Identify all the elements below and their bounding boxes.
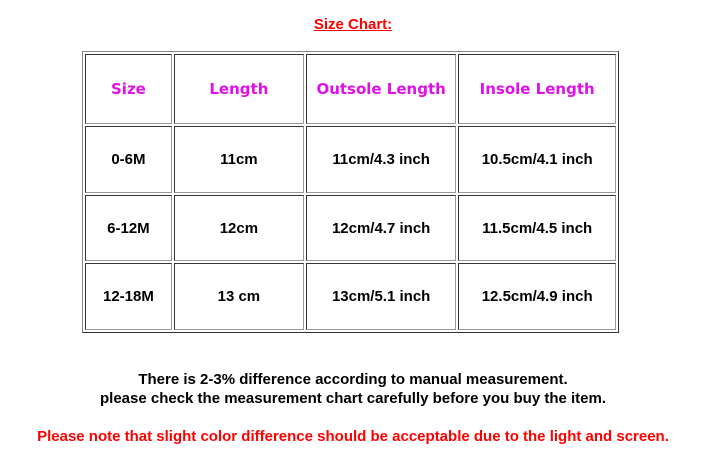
size-chart-table: Size Length Outsole Length Insole Length… [82, 51, 619, 333]
cell-outsole: 11cm/4.3 inch [305, 126, 457, 193]
header-size: Size [85, 54, 172, 125]
cell-outsole: 12cm/4.7 inch [305, 194, 457, 262]
cell-size: 6-12M [85, 194, 172, 262]
cell-length: 11cm [173, 126, 304, 193]
cell-length: 13 cm [173, 263, 304, 330]
size-chart-title: Size Chart: [313, 16, 393, 33]
cell-length: 12cm [173, 194, 304, 262]
table-row: 12-18M 13 cm 13cm/5.1 inch 12.5cm/4.9 in… [85, 263, 616, 330]
cell-insole: 10.5cm/4.1 inch [458, 126, 616, 193]
header-insole-length: Insole Length [458, 54, 616, 125]
header-outsole-length: Outsole Length [305, 54, 457, 125]
cell-outsole: 13cm/5.1 inch [305, 263, 457, 330]
cell-insole: 12.5cm/4.9 inch [458, 263, 616, 330]
table-row: 0-6M 11cm 11cm/4.3 inch 10.5cm/4.1 inch [85, 126, 616, 193]
color-difference-warning: Please note that slight color difference… [37, 428, 669, 445]
table-header-row: Size Length Outsole Length Insole Length [85, 54, 616, 125]
cell-size: 12-18M [85, 263, 172, 330]
check-chart-note: please check the measurement chart caref… [99, 390, 606, 407]
header-length: Length [173, 54, 304, 125]
measurement-note: There is 2-3% difference according to ma… [138, 371, 568, 388]
cell-insole: 11.5cm/4.5 inch [458, 194, 616, 262]
table-row: 6-12M 12cm 12cm/4.7 inch 11.5cm/4.5 inch [85, 194, 616, 262]
cell-size: 0-6M [85, 126, 172, 193]
